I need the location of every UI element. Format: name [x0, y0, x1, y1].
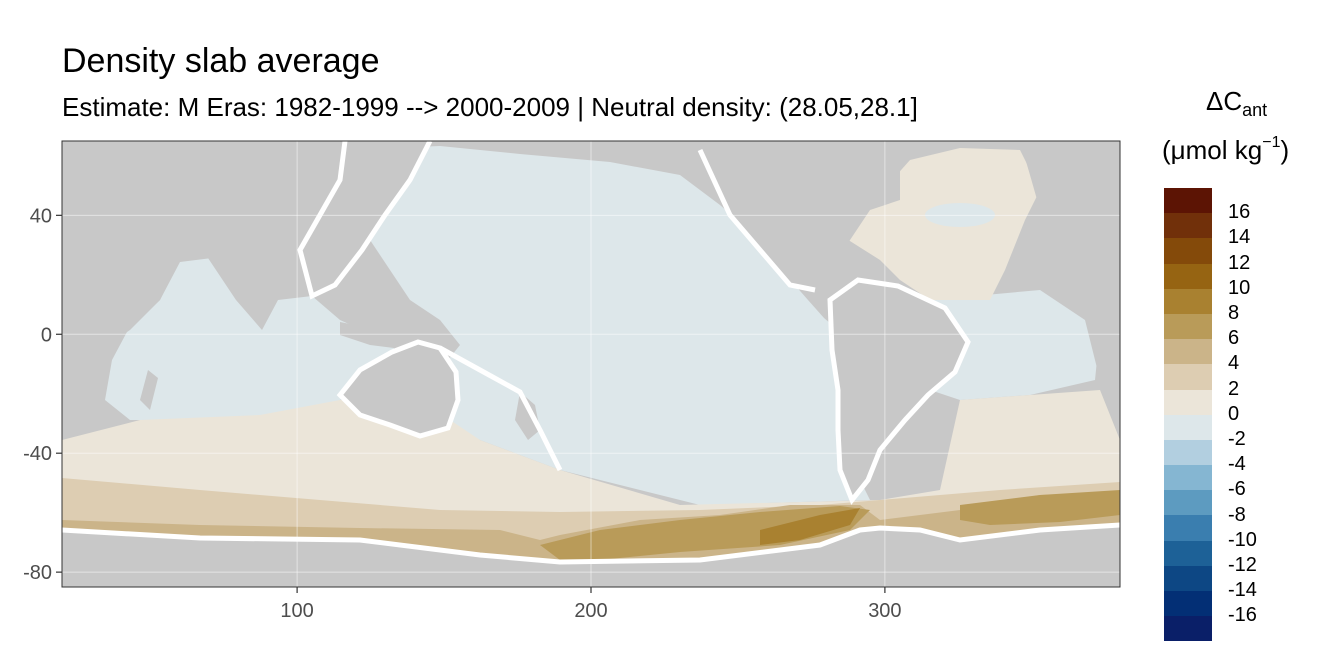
- legend-label: -10: [1228, 528, 1257, 551]
- east-asia: [300, 141, 430, 296]
- legend-label: 12: [1228, 251, 1251, 274]
- legend-swatch: [1164, 213, 1212, 239]
- legend-swatch: [1164, 490, 1212, 516]
- legend-title: ΔCant: [1206, 86, 1268, 120]
- x-tick-label: 300: [868, 600, 901, 622]
- x-tick-label: 100: [280, 600, 313, 622]
- new-zealand: [515, 392, 540, 440]
- chart-subtitle: Estimate: M Eras: 1982-1999 --> 2000-200…: [62, 92, 918, 122]
- weddell-band: [960, 490, 1120, 525]
- map-panel: [62, 141, 1120, 587]
- legend-colorbar: [1164, 188, 1212, 642]
- legend-label: -16: [1228, 604, 1257, 627]
- y-axis: 40 0 -40 -80: [23, 205, 62, 584]
- legend-swatch: [1164, 339, 1212, 365]
- south-america: [830, 280, 968, 500]
- legend-swatch: [1164, 313, 1212, 340]
- north-america: [700, 150, 900, 290]
- y-tick-label: -40: [23, 443, 52, 465]
- legend-label: 8: [1228, 302, 1240, 324]
- legend-swatch: [1164, 439, 1212, 466]
- madagascar: [140, 370, 158, 410]
- missing-data-outlines: [62, 141, 1120, 565]
- legend-swatch: [1164, 565, 1212, 591]
- y-tick-label: 40: [30, 205, 52, 227]
- legend-label: 4: [1228, 352, 1240, 375]
- pacific-ocean: [342, 146, 870, 505]
- greenland: [1020, 141, 1120, 250]
- legend-label: 2: [1228, 377, 1240, 400]
- legend-label: 10: [1228, 276, 1251, 299]
- legend-swatch: [1164, 238, 1212, 264]
- x-tick-label: 200: [574, 600, 607, 622]
- legend-label: -6: [1228, 478, 1246, 501]
- y-tick-label: 0: [41, 324, 52, 346]
- atlantic-ocean: [930, 290, 1100, 400]
- legend-label: -2: [1228, 428, 1246, 450]
- eurasia-west: [62, 141, 345, 360]
- legend-swatch: [1164, 616, 1212, 642]
- legend-label: 14: [1228, 226, 1251, 249]
- legend-label: -8: [1228, 503, 1246, 526]
- legend-label: -12: [1228, 554, 1257, 576]
- legend-label: 6: [1228, 327, 1240, 350]
- legend-swatch: [1164, 465, 1212, 491]
- y-tick-label: -80: [23, 562, 52, 584]
- legend-label: 0: [1228, 402, 1240, 425]
- legend-swatch: [1164, 591, 1212, 617]
- ross-sea-band: [540, 506, 870, 560]
- legend-label: -4: [1228, 453, 1246, 476]
- indian-ocean: [105, 258, 410, 420]
- legend-swatch: [1164, 414, 1212, 440]
- legend-swatch: [1164, 288, 1212, 314]
- legend-swatch: [1164, 389, 1212, 415]
- chart-title: Density slab average: [62, 42, 380, 80]
- amundsen-core: [760, 508, 860, 545]
- legend-swatch: [1164, 263, 1212, 289]
- legend-swatch: [1164, 515, 1212, 541]
- legend-label: -14: [1228, 579, 1257, 602]
- legend-swatch: [1164, 188, 1212, 214]
- legend-unit: (μmol kg−1): [1162, 134, 1290, 165]
- legend-label: 16: [1228, 201, 1251, 224]
- x-axis: 100 200 300: [280, 587, 902, 622]
- africa: [1060, 240, 1120, 420]
- legend-swatch: [1164, 540, 1212, 566]
- legend-swatch: [1164, 364, 1212, 390]
- grid-lines: [62, 141, 1120, 587]
